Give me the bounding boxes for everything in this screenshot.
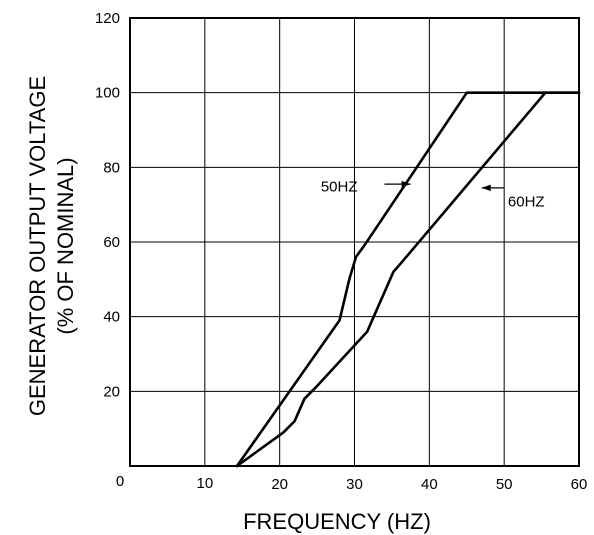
x-tick-label: 50 <box>496 476 513 493</box>
plot-frame <box>129 17 580 467</box>
series-line-50hz <box>235 91 581 468</box>
y-tick-label: 100 <box>95 85 120 102</box>
y-axis-label-line1: GENERATOR OUTPUT VOLTAGE <box>25 76 50 416</box>
annotation-label-50hz: 50HZ <box>321 179 358 196</box>
series-layer <box>235 91 581 468</box>
grid <box>130 18 579 466</box>
annotations: 50HZ 60HZ <box>321 179 545 211</box>
y-axis-label-line2: (% OF NOMINAL) <box>53 157 78 334</box>
annotation-arrowhead <box>481 184 491 192</box>
x-tick-label: 60 <box>571 476 588 493</box>
y-tick-label: 20 <box>103 383 120 400</box>
x-tick-label: 0 <box>116 473 124 490</box>
series-line-60hz <box>235 91 581 468</box>
annotation-label-60hz: 60HZ <box>508 194 545 211</box>
y-tick-label: 80 <box>103 159 120 176</box>
annotation-arrowhead <box>401 180 411 188</box>
x-axis-label: FREQUENCY (HZ) <box>243 509 431 534</box>
x-tick-label: 10 <box>196 475 213 492</box>
y-tick-label: 120 <box>95 10 120 27</box>
tick-labels: 0 10 20 30 40 50 60 20 40 60 80 100 120 <box>95 10 587 493</box>
x-tick-label: 40 <box>421 476 438 493</box>
y-tick-label: 60 <box>103 234 120 251</box>
x-tick-label: 20 <box>271 476 288 493</box>
x-tick-label: 30 <box>346 476 363 493</box>
y-tick-label: 40 <box>103 309 120 326</box>
